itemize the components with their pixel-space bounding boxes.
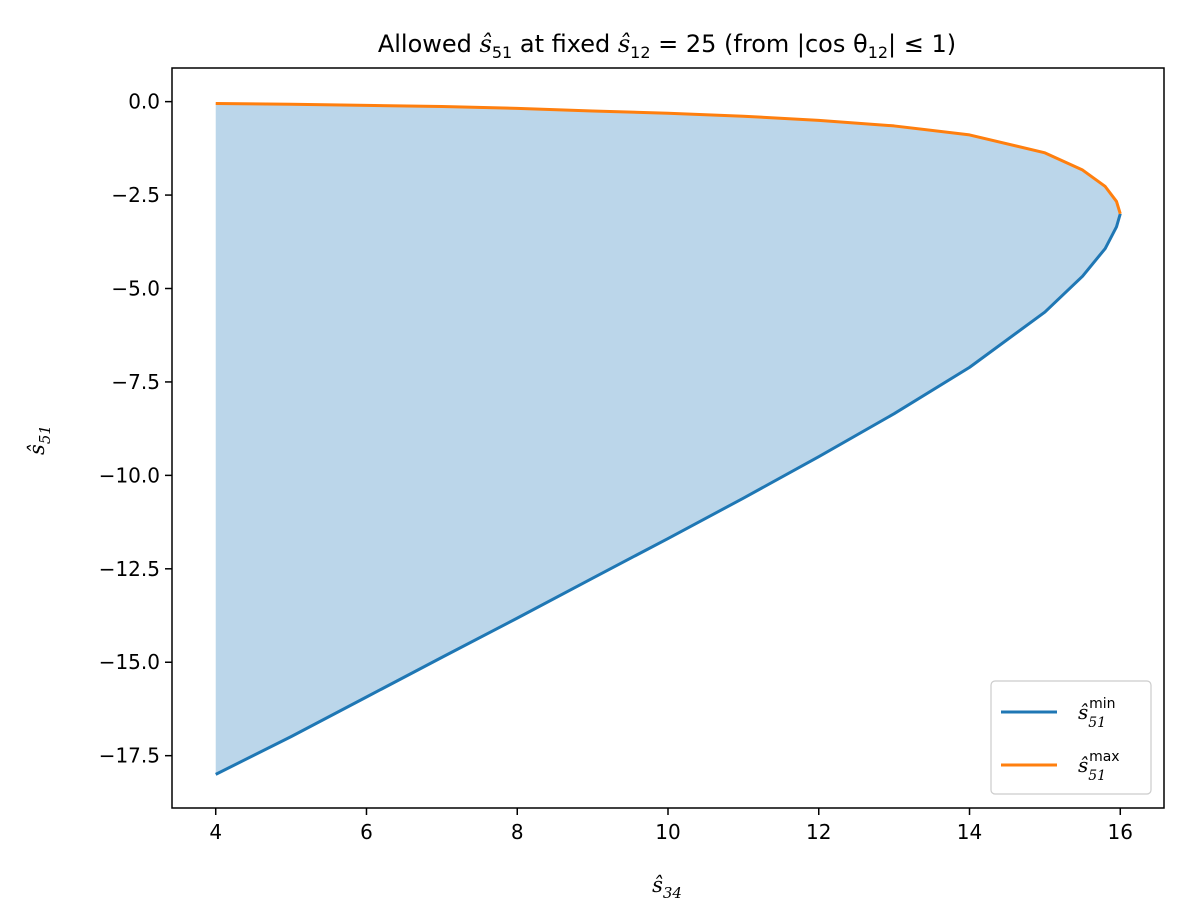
series-lines: [215, 102, 1122, 776]
x-tick-label: 14: [957, 820, 982, 844]
x-tick-label: 6: [360, 820, 373, 844]
y-axis: 0.0 −2.5 −5.0 −7.5 −10.0 −12.5 −15.0 −17.5: [99, 90, 172, 768]
legend-label-min: ŝ51min: [1078, 696, 1116, 731]
y-tick-label: −17.5: [99, 744, 160, 768]
x-tick-label: 8: [511, 820, 524, 844]
y-tick-label: −15.0: [99, 650, 160, 674]
series-line-min: [215, 213, 1122, 776]
allowed-region: [215, 103, 1121, 775]
series-line-max: [215, 102, 1122, 215]
legend-label-max: ŝ51max: [1078, 749, 1120, 784]
fill-region: [215, 103, 1121, 775]
chart-title: Allowed ŝ51 at fixed ŝ12 = 25 (from |cos…: [378, 30, 956, 62]
x-axis-label: ŝ34: [652, 873, 682, 902]
x-tick-label: 4: [209, 820, 222, 844]
y-axis-label: ŝ51: [25, 425, 54, 455]
y-tick-label: 0.0: [128, 90, 160, 114]
x-tick-label: 12: [806, 820, 831, 844]
y-tick-label: −5.0: [111, 277, 160, 301]
y-tick-label: −2.5: [111, 183, 160, 207]
x-tick-label: 16: [1108, 820, 1133, 844]
y-tick-label: −7.5: [111, 370, 160, 394]
y-tick-label: −10.0: [99, 463, 160, 487]
y-tick-label: −12.5: [99, 557, 160, 581]
legend-box: [990, 680, 1152, 795]
x-axis: 4 6 8 10 12 14 16: [209, 808, 1133, 844]
x-tick-label: 10: [655, 820, 680, 844]
legend: ŝ51min ŝ51max: [990, 680, 1152, 795]
